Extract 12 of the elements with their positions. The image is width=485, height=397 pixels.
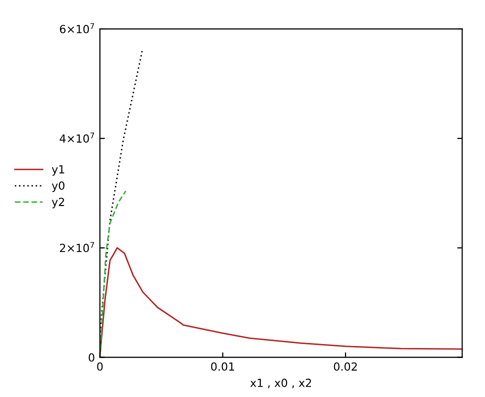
y-tick-label: 6×10$^{7}$ — [60, 23, 94, 34]
legend-label: y0 — [52, 181, 64, 192]
x-axis-title: x1 , x0 , x2 — [250, 378, 312, 388]
legend-label: y2 — [52, 198, 64, 208]
y-tick-label: 0 — [88, 353, 94, 362]
y-tick-label: 2×10$^{7}$ — [60, 242, 94, 252]
legend-label: y1 — [52, 165, 64, 176]
y-tick-label: 4×10$^{7}$ — [60, 132, 94, 143]
x-tick-label: 0.02 — [334, 362, 357, 371]
line-series — [100, 190, 126, 358]
x-tick-label: 0.01 — [211, 362, 234, 371]
x-tick-label: 0 — [97, 362, 103, 371]
